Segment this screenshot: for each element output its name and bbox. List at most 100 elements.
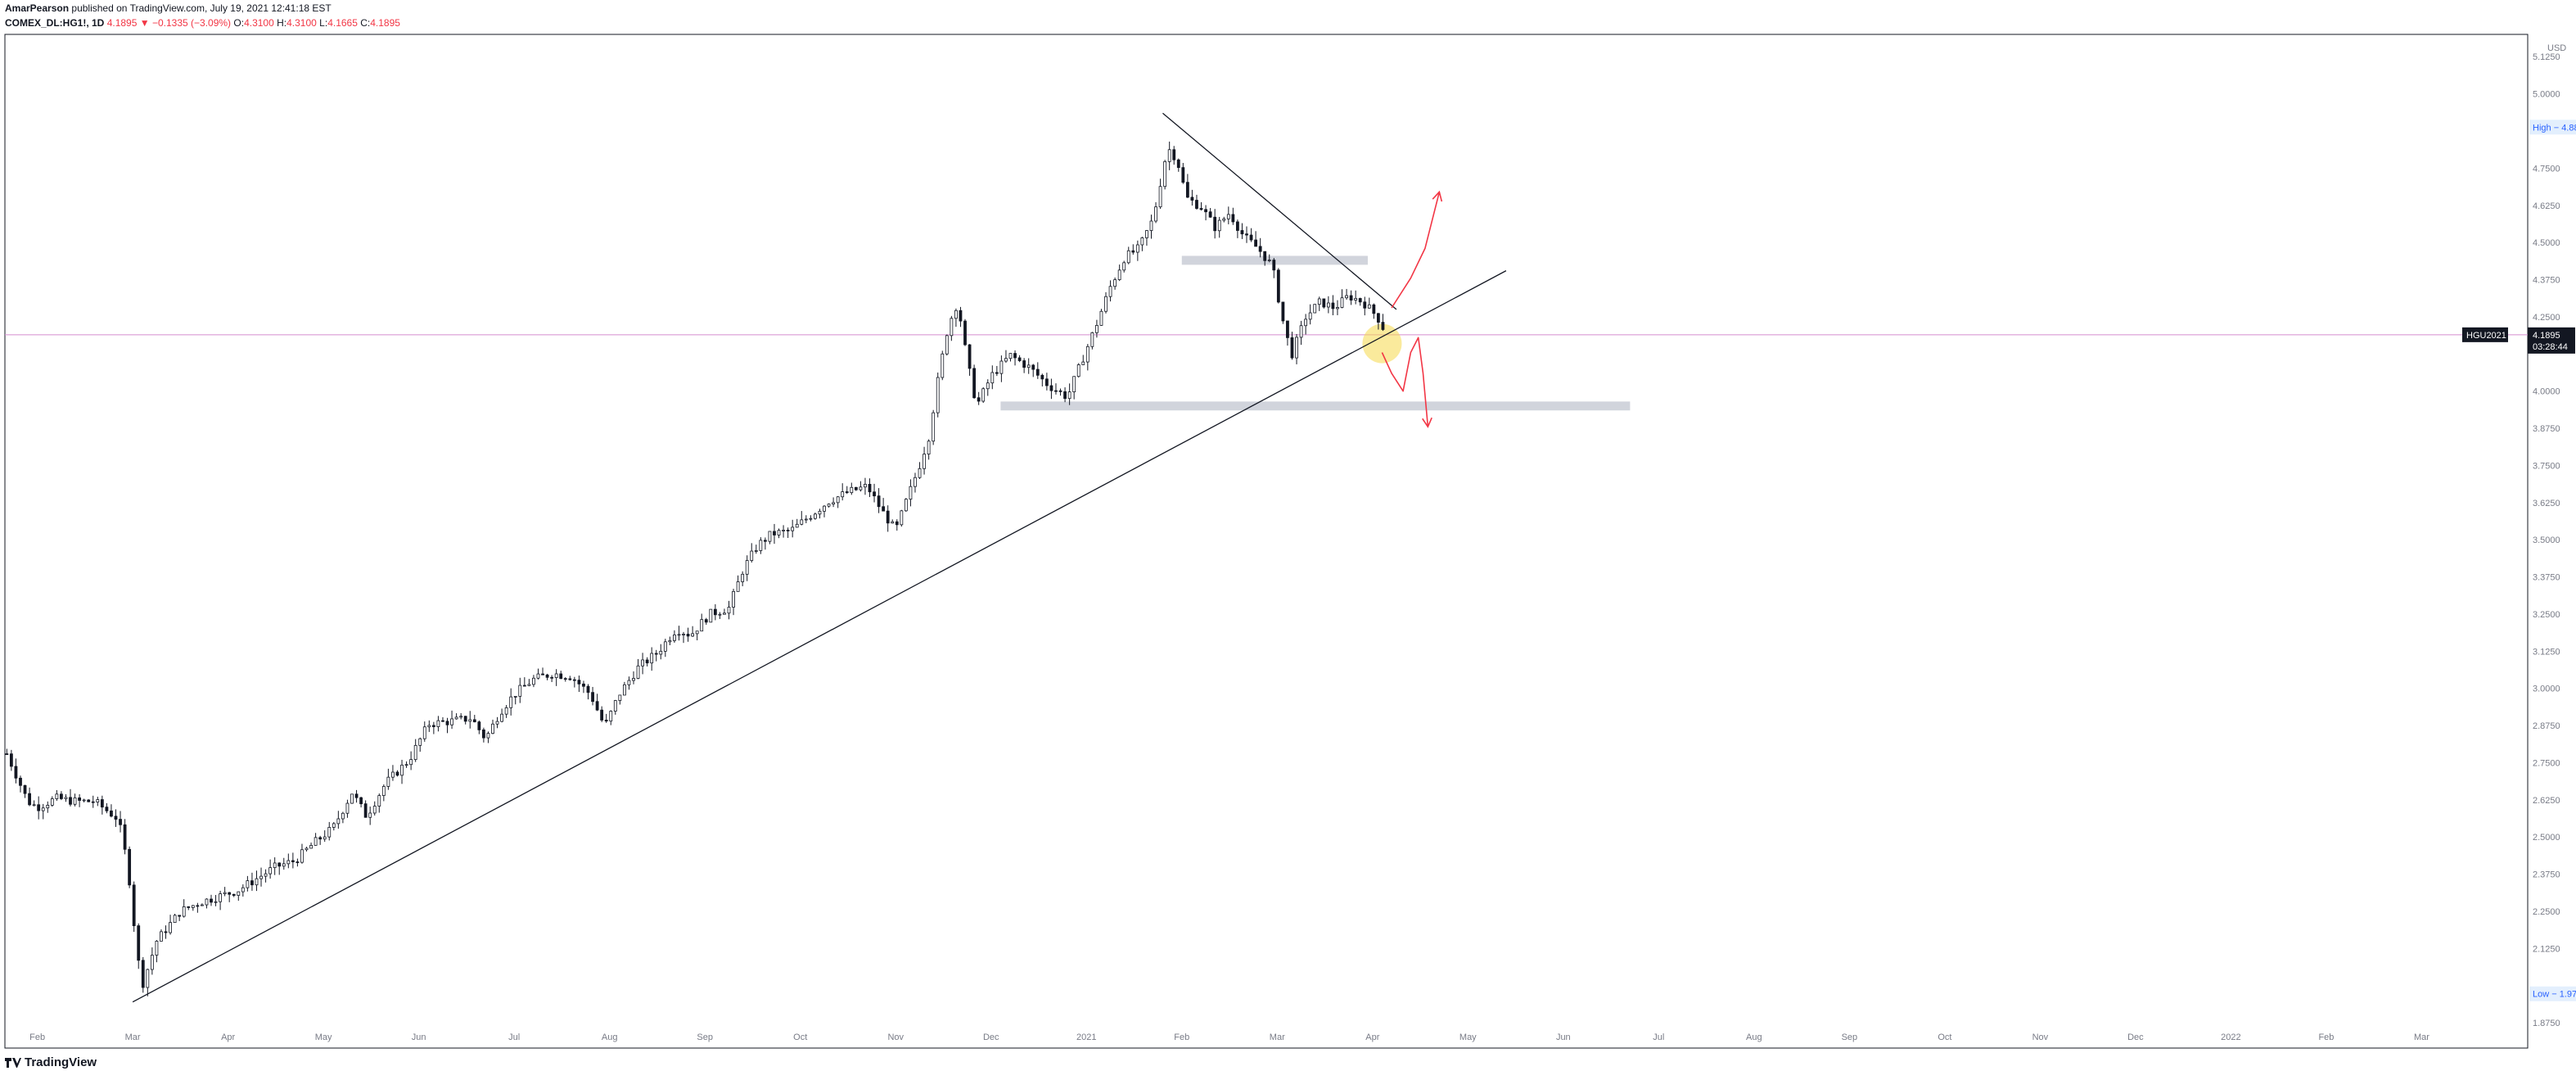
candle <box>1354 290 1358 305</box>
candle-body <box>891 521 895 524</box>
candle <box>114 809 118 827</box>
candle <box>1299 320 1303 346</box>
candle <box>264 869 268 883</box>
candle <box>291 852 295 869</box>
candle-body <box>1090 332 1094 347</box>
candle-body <box>1163 160 1167 188</box>
candle-body <box>823 505 826 512</box>
candle <box>1076 363 1080 378</box>
time-tick: Dec <box>983 1033 999 1042</box>
candle <box>1317 296 1321 311</box>
candle-body <box>459 716 463 718</box>
candle-body <box>1326 302 1330 308</box>
candle-body <box>277 862 282 867</box>
price-tick: 5.0000 <box>2533 90 2560 100</box>
candle-body <box>454 716 458 720</box>
candle <box>804 515 808 523</box>
candle-body <box>632 678 635 681</box>
candle <box>954 308 958 328</box>
candle-body <box>1008 353 1013 359</box>
candle <box>1290 332 1294 360</box>
candle <box>1067 383 1071 405</box>
candle-body <box>713 608 717 616</box>
candle-body <box>318 837 323 840</box>
candle-body <box>904 499 908 512</box>
candle-body <box>391 771 395 778</box>
candle-body <box>1122 262 1126 271</box>
candle <box>228 892 232 902</box>
candle-body <box>586 685 590 694</box>
candle <box>891 519 895 524</box>
candle-body <box>963 320 967 346</box>
candle-body <box>1340 297 1344 308</box>
candle-body <box>936 377 940 413</box>
candle <box>232 893 236 897</box>
candle <box>895 519 899 531</box>
candle <box>1308 304 1312 325</box>
candle-body <box>1126 250 1130 264</box>
candle <box>545 673 549 680</box>
last-price: 4.1895 <box>106 17 138 29</box>
time-axis[interactable]: Feb Mar Apr May Jun Jul Aug Sep Oct Nov Dec 2021 Feb… <box>29 1033 2429 1042</box>
candle-body <box>1254 239 1257 247</box>
candle-body <box>1167 149 1171 162</box>
low-label: L: <box>319 17 328 29</box>
price-axis[interactable]: 5.1250 5.0000 4.7500 4.6250 4.5000 4.3750 4.25… <box>2533 52 2560 1028</box>
candle-body <box>359 797 363 805</box>
candle-body <box>1190 197 1194 201</box>
candle <box>1072 376 1076 400</box>
candle <box>323 830 327 843</box>
candle <box>704 617 708 626</box>
candle <box>495 716 499 729</box>
tradingview-logo[interactable]: TradingView <box>5 1055 97 1069</box>
candle-body <box>146 969 150 988</box>
time-tick: May <box>1459 1033 1477 1042</box>
candle <box>841 483 845 501</box>
candle <box>9 749 13 771</box>
candle-body <box>1085 346 1089 363</box>
candle-body <box>999 360 1004 374</box>
candle <box>682 631 685 644</box>
candle <box>128 846 132 888</box>
candle <box>745 555 749 581</box>
candle <box>1085 344 1089 371</box>
candle-body <box>1117 269 1121 281</box>
candle <box>1313 304 1317 314</box>
candle-body <box>232 893 236 896</box>
candle-body <box>1281 301 1285 322</box>
candle-body <box>1295 337 1298 359</box>
candle <box>286 853 291 869</box>
candle-body <box>132 884 136 927</box>
candle <box>173 913 177 924</box>
candle-body <box>436 720 440 727</box>
candle <box>923 446 926 475</box>
candle-body <box>481 729 485 739</box>
candle <box>659 644 663 660</box>
candle <box>981 386 986 404</box>
candle-body <box>1063 391 1067 400</box>
candle <box>577 676 581 693</box>
candle <box>19 775 22 793</box>
candle <box>481 727 485 743</box>
time-tick: Aug <box>602 1033 618 1042</box>
candle-body <box>268 867 273 874</box>
candle-body <box>64 797 68 799</box>
candle <box>300 843 304 864</box>
candle-body <box>259 875 263 879</box>
candle-body <box>750 550 754 561</box>
price-tick: 2.5000 <box>2533 833 2560 843</box>
author-name[interactable]: AmarPearson <box>5 2 70 14</box>
candle-body <box>282 863 286 867</box>
candle-body <box>718 613 722 616</box>
candle <box>363 800 368 818</box>
candle <box>436 716 440 732</box>
candle-body <box>1004 358 1008 362</box>
price-change: −0.1335 (−3.09%) <box>151 17 232 29</box>
candle-body <box>1204 209 1207 213</box>
candle <box>1117 264 1121 282</box>
candle-body <box>332 823 336 828</box>
candle <box>1154 202 1157 224</box>
candle <box>827 503 831 508</box>
candle <box>1108 280 1112 302</box>
